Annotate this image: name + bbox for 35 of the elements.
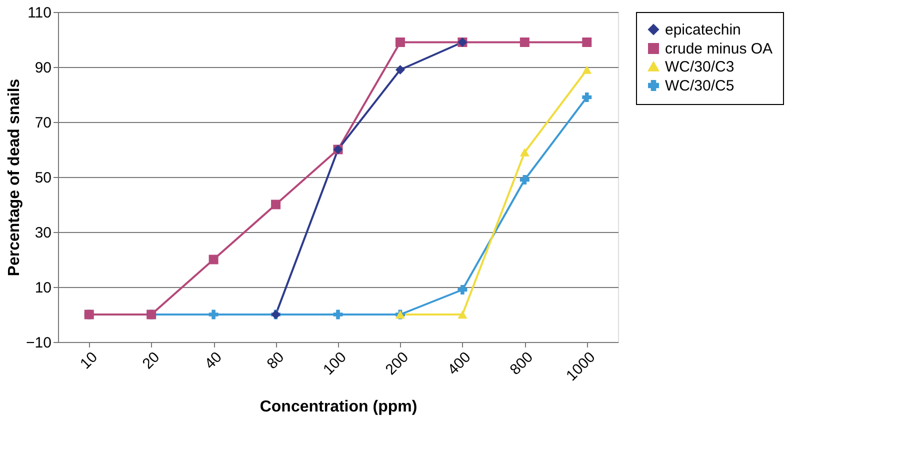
point bbox=[208, 310, 218, 320]
x-tick-label: 80 bbox=[264, 348, 288, 373]
x-tick-label: 20 bbox=[139, 348, 164, 373]
y-tick-label: −10 bbox=[26, 334, 52, 352]
point bbox=[582, 38, 592, 47]
x-axis-title: Concentration (ppm) bbox=[260, 398, 418, 416]
point bbox=[520, 38, 530, 47]
y-tick-label: 90 bbox=[34, 60, 52, 76]
y-axis-title: Percentage of dead snails bbox=[6, 78, 24, 276]
point bbox=[458, 285, 468, 294]
point bbox=[582, 92, 592, 102]
y-tick-label: 110 bbox=[28, 4, 52, 22]
point bbox=[520, 148, 530, 156]
point bbox=[458, 310, 468, 319]
x-tick-label: 40 bbox=[202, 348, 226, 373]
x-tick-label: 100 bbox=[320, 348, 350, 379]
point bbox=[582, 66, 592, 74]
x-tick-label: 200 bbox=[382, 348, 412, 379]
point bbox=[271, 200, 281, 210]
y-tick-label: 70 bbox=[34, 114, 52, 132]
x-tick-label: 800 bbox=[506, 348, 536, 379]
y-tick-label: 10 bbox=[34, 280, 52, 296]
x-tick-label: 10 bbox=[77, 348, 101, 373]
legend-label: crude minus OA bbox=[665, 40, 773, 58]
legend-label: WC/30/C5 bbox=[665, 78, 734, 94]
legend-label: WC/30/C3 bbox=[665, 58, 734, 76]
x-tick-label: 400 bbox=[444, 348, 474, 379]
point bbox=[395, 65, 405, 74]
y-tick-label: 50 bbox=[34, 170, 52, 186]
point bbox=[333, 310, 343, 320]
y-tick-label: 30 bbox=[34, 224, 52, 242]
legend-label: epicatechin bbox=[665, 22, 741, 38]
point bbox=[395, 38, 405, 47]
point bbox=[520, 175, 530, 184]
point bbox=[208, 254, 218, 264]
